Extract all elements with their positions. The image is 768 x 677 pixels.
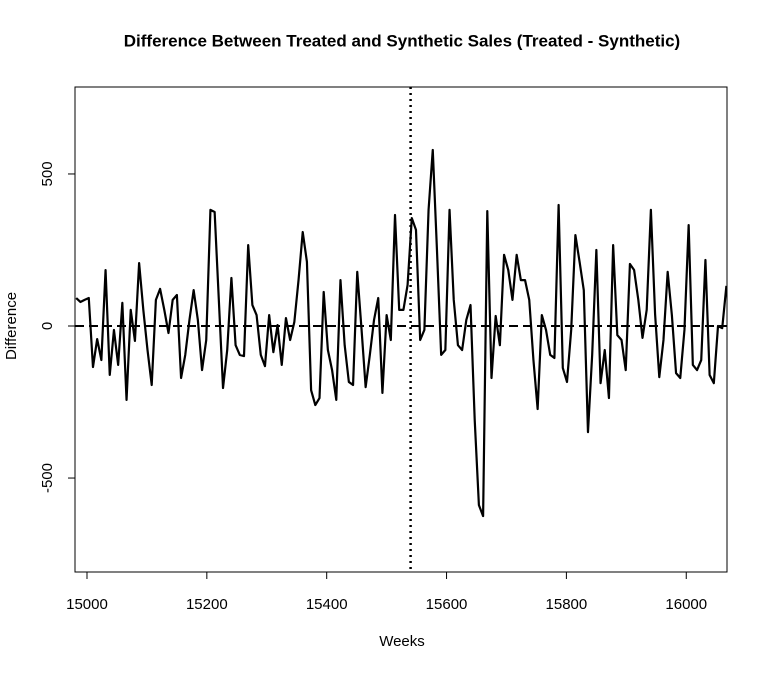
plot-frame [74, 86, 728, 573]
x-tick-label: 15800 [546, 596, 588, 613]
y-tick-label: -500 [39, 463, 56, 493]
x-tick-label: 15000 [66, 596, 108, 613]
chart-title: Difference Between Treated and Synthetic… [124, 31, 680, 50]
x-tick-label: 15600 [426, 596, 468, 613]
x-tick-label: 16000 [665, 596, 707, 613]
x-tick-label: 15200 [186, 596, 228, 613]
y-tick-label: 500 [39, 161, 56, 186]
y-tick-label: 0 [39, 322, 56, 330]
data-line [75, 148, 728, 518]
x-tick-label: 15400 [306, 596, 348, 613]
x-axis-label: Weeks [379, 633, 425, 650]
y-axis-label: Difference [3, 292, 20, 360]
